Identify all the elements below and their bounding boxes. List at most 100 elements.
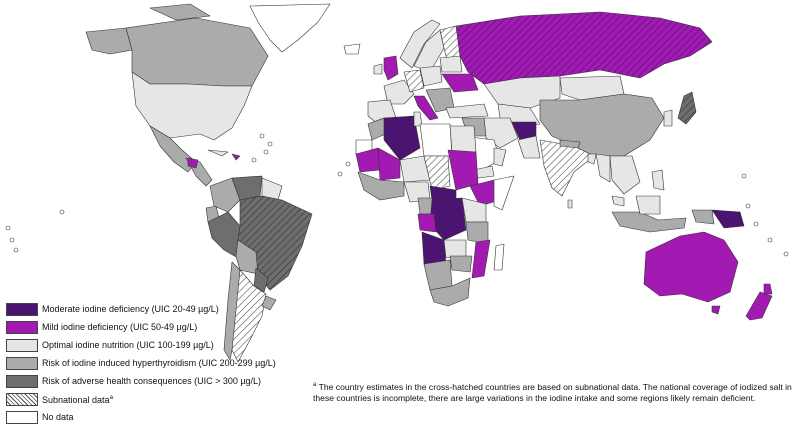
legend-swatch [6, 356, 38, 370]
central-african-rep [429, 185, 457, 201]
uk [383, 55, 399, 81]
myanmar [595, 153, 611, 183]
island-marker [337, 171, 343, 177]
island-marker [741, 173, 747, 179]
west-papua [691, 209, 715, 225]
indochina [609, 155, 641, 195]
footnote: a The country estimates in the cross-hat… [313, 380, 793, 404]
dr-congo [429, 197, 467, 241]
argentina [231, 269, 267, 363]
legend-swatch [6, 392, 38, 406]
legend-label: Subnational dataa [42, 394, 113, 405]
legend-label: Moderate iodine deficiency (UIC 20-49 µg… [42, 303, 219, 314]
legend-label: Risk of adverse health consequences (UIC… [42, 375, 262, 386]
oman [493, 147, 507, 167]
somalia [493, 175, 515, 211]
zambia [443, 239, 467, 259]
nepal [559, 139, 581, 149]
venezuela [231, 175, 263, 201]
korea [663, 109, 673, 127]
turkey [445, 103, 489, 119]
guatemala [187, 157, 199, 169]
legend-item: Subnational dataa [6, 391, 306, 407]
legend-label: Risk of iodine induced hyperthyroidism (… [42, 357, 276, 368]
gabon-congo [417, 213, 437, 233]
legend-item: Risk of iodine induced hyperthyroidism (… [6, 355, 306, 371]
legend-swatch [6, 374, 38, 388]
belarus-baltics [439, 55, 463, 73]
poland [419, 65, 443, 87]
greenland [249, 3, 331, 53]
island-marker [745, 203, 751, 209]
paraguay [253, 267, 269, 293]
island-marker [263, 149, 269, 155]
island-marker [251, 157, 257, 163]
new-zealand [745, 291, 773, 321]
legend-item: Optimal iodine nutrition (UIC 100-199 µg… [6, 337, 306, 353]
libya [419, 123, 453, 157]
egypt [449, 125, 477, 153]
chad [423, 155, 451, 191]
alaska [85, 27, 133, 55]
legend-label: Mild iodine deficiency (UIC 50-49 µg/L) [42, 321, 198, 332]
indonesia [611, 211, 687, 233]
canada [125, 17, 269, 87]
island-marker [267, 141, 273, 147]
legend-swatch [6, 338, 38, 352]
mali [377, 147, 401, 181]
island-marker [259, 133, 265, 139]
italy [413, 95, 439, 121]
pakistan [517, 135, 541, 159]
legend-swatch [6, 410, 38, 424]
island-marker [59, 209, 65, 215]
legend: Moderate iodine deficiency (UIC 20-49 µg… [6, 301, 306, 427]
norway [399, 19, 441, 69]
island-marker [783, 251, 789, 257]
legend-label: Optimal iodine nutrition (UIC 100-199 µg… [42, 339, 214, 350]
china [539, 93, 665, 157]
borneo [635, 195, 661, 215]
sri-lanka [567, 199, 573, 209]
sudan [447, 149, 479, 191]
ireland [373, 63, 383, 75]
japan [677, 91, 697, 125]
island-marker [767, 237, 773, 243]
legend-swatch [6, 302, 38, 316]
island-marker [13, 247, 19, 253]
footnote-marker: a [313, 382, 317, 388]
haiti [231, 153, 241, 161]
madagascar [493, 243, 505, 271]
zimbabwe [449, 255, 473, 273]
germany [403, 69, 425, 93]
philippines [651, 169, 665, 191]
australia [643, 231, 739, 303]
malaysia [611, 195, 625, 207]
legend-item: Risk of adverse health consequences (UIC… [6, 373, 306, 389]
mozambique [471, 239, 491, 279]
ukraine [441, 73, 479, 93]
russia [455, 11, 713, 85]
world-map [5, 3, 789, 363]
papua-new-guinea [711, 209, 745, 229]
namibia-botswana [423, 259, 453, 291]
bangladesh [587, 153, 597, 165]
south-africa [429, 277, 471, 307]
footnote-text: The country estimates in the cross-hatch… [313, 381, 792, 403]
brazil [237, 195, 313, 291]
island-marker [753, 221, 759, 227]
colombia [209, 177, 241, 213]
bolivia [235, 239, 259, 275]
island-marker [9, 237, 15, 243]
legend-label: No data [42, 411, 74, 422]
legend-item: Moderate iodine deficiency (UIC 20-49 µg… [6, 301, 306, 317]
legend-swatch [6, 320, 38, 334]
island-marker [5, 225, 11, 231]
tasmania [711, 305, 721, 315]
algeria [383, 115, 421, 161]
cuba [207, 149, 229, 157]
nz-north [763, 283, 773, 295]
uruguay [261, 295, 277, 311]
arctic-islands [149, 3, 211, 21]
legend-item: No data [6, 409, 306, 425]
iceland [343, 43, 361, 55]
